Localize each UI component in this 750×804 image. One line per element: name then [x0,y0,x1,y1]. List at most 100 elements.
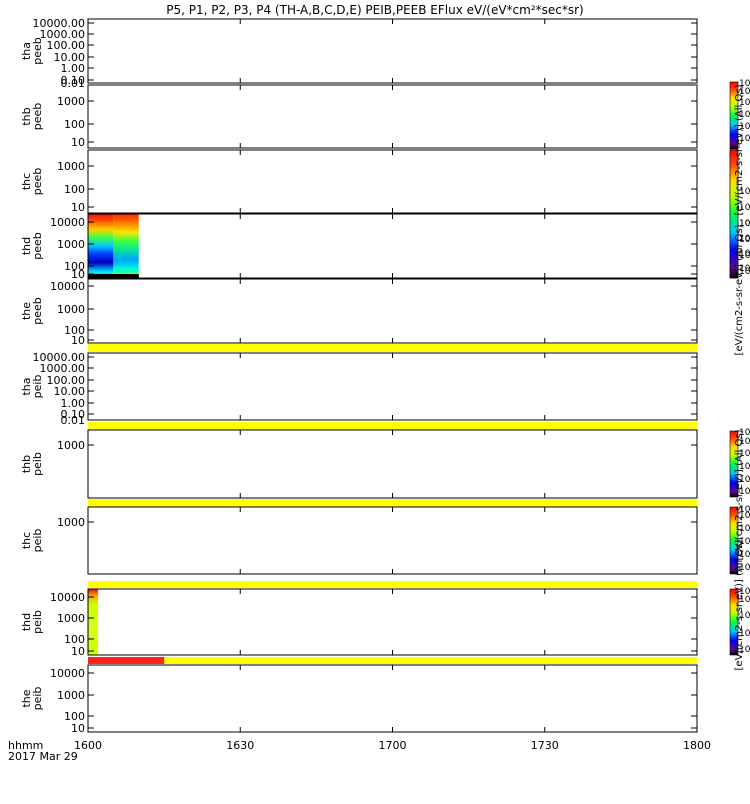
panel-instrument-label: peib [31,452,44,476]
spectrogram-block [88,589,99,655]
colorbar-tick-label: 10⁷ [739,235,750,245]
colorbar-tick-label: 10⁸ [739,428,750,438]
colorbar-tick-label: 10⁹ [739,79,750,89]
colorbar-1: 10⁴ 10⁵ 10⁶ 10⁷10⁸10⁹ [729,79,750,150]
y-tick-label: 1000 [57,612,85,625]
status-bar-thb-peib-status [88,499,697,507]
panel-probe-label: thb [20,107,33,125]
colorbar-scale [729,506,739,575]
panel-background [88,353,697,420]
colorbar-tick-label: 10³ [739,563,750,573]
colorbar-tick-label: 10⁸ [739,505,750,515]
panel-instrument-label: peeb [31,103,44,131]
colorbar-tick-label: 10⁵ [739,122,750,132]
colorbar-tick-label: 10⁵ [739,267,750,277]
panel-instrument-label: peeb [31,232,44,260]
panel-background [88,279,697,343]
panel-background [88,665,697,732]
colorbar-title: [eV/(cm2-s-sr-eV)] (All Qs) [734,429,745,560]
panel-probe-label: the [20,302,33,320]
y-tick-label: 10 [71,722,85,735]
panel-instrument-label: peib [31,529,44,553]
y-tick-label: 1000 [57,439,85,452]
panel-probe-label: the [20,689,33,707]
colorbar-tick-label: 10⁶ [739,587,750,597]
panel-background [88,214,697,278]
status-bar-thc-peib-status [88,581,697,588]
panel-background [88,589,697,655]
y-tick-label: 1000 [57,95,85,108]
colorbar-tick-label: 10⁷ [739,98,750,108]
panel-background [88,507,697,574]
colorbar-tick-label: 10⁵ [739,462,750,472]
panel-instrument-label: peeb [31,168,44,196]
colorbar-scale [729,81,739,150]
colorbar-tick-label: 10⁶ [739,251,750,261]
panel-probe-label: tha [20,42,33,60]
colorbar-3: 10⁵ 10⁶ 10⁷ 10⁸ [729,149,750,279]
y-tick-label: 1000 [57,303,85,316]
colorbar-tick-label: 10³ [739,487,750,497]
colorbar-title: [eV/(cm2-s-sr-eV)] (All Qs) [734,539,745,670]
y-tick-label: 0.01 [61,77,86,90]
y-tick-label: 1.00 [61,397,86,410]
panel-background [88,430,697,498]
y-tick-label: 10000 [50,667,85,680]
y-tick-label: 1.00 [61,62,86,75]
y-tick-label: 10000.00 [33,351,86,364]
colorbar-tick-label: 10³ [739,629,750,639]
panel-background [88,19,697,83]
status-bar-thd-peib-status [88,657,697,664]
colorbar-6: 10² 10³ 10⁴ 10⁵10⁶ [729,587,750,656]
colorbar-tick-label: 10⁷ [739,437,750,447]
y-tick-label: 10000 [50,591,85,604]
status-flag-thd-peib-status [88,657,165,664]
panel-probe-label: thd [20,237,33,255]
colorbar-scale [729,430,739,498]
date-label: 2017 Mar 29 [8,750,78,763]
colorbar-title: [eV/(cm2-s-sr-eV)] (All Qs) [734,84,745,215]
panel-background [88,85,697,148]
colorbar-tick-label: 10⁶ [739,524,750,534]
colorbar-tick-label: 10⁴ [739,550,750,560]
colorbar-tick-label: 10⁴ [739,611,750,621]
axis-unit-label: hhmm [8,739,43,752]
y-tick-label: 100 [64,260,85,273]
y-tick-label: 1000 [57,238,85,251]
colorbar-tick-label: 10³ [739,264,750,274]
y-tick-label: 100.00 [47,39,86,52]
colorbar-tick-label: 10⁴ [739,134,750,144]
colorbar-scale [729,588,739,656]
y-tick-label: 1000 [57,689,85,702]
y-tick-label: 10 [71,136,85,149]
x-tick-label: 1730 [531,739,559,752]
y-tick-label: 100 [64,118,85,131]
colorbar-tick-label: 10² [739,645,750,655]
status-bar-the-peeb-status [88,344,697,352]
colorbar-tick-label: 10⁵ [739,595,750,605]
panel-probe-label: thd [20,613,33,631]
colorbar-tick-label: 10⁵ [739,537,750,547]
panel-instrument-label: peib [31,687,44,711]
panel-probe-label: thb [20,455,33,473]
y-tick-label: 1000.00 [40,28,86,41]
colorbar-4: 10³ 10⁴ 10⁵ 10⁶ 10⁷10⁸ [729,428,750,498]
y-tick-label: 100 [64,710,85,723]
colorbar-tick-label: 10⁷ [739,511,750,521]
colorbar-tick-label: 10⁷ [739,203,750,213]
colorbar-tick-label: 10⁶ [739,449,750,459]
panel-probe-label: tha [20,377,33,395]
y-tick-label: 0.10 [61,408,86,421]
panel-instrument-label: peib [31,375,44,399]
x-tick-label: 1600 [74,739,102,752]
colorbar-tick-label: 10⁶ [739,219,750,229]
